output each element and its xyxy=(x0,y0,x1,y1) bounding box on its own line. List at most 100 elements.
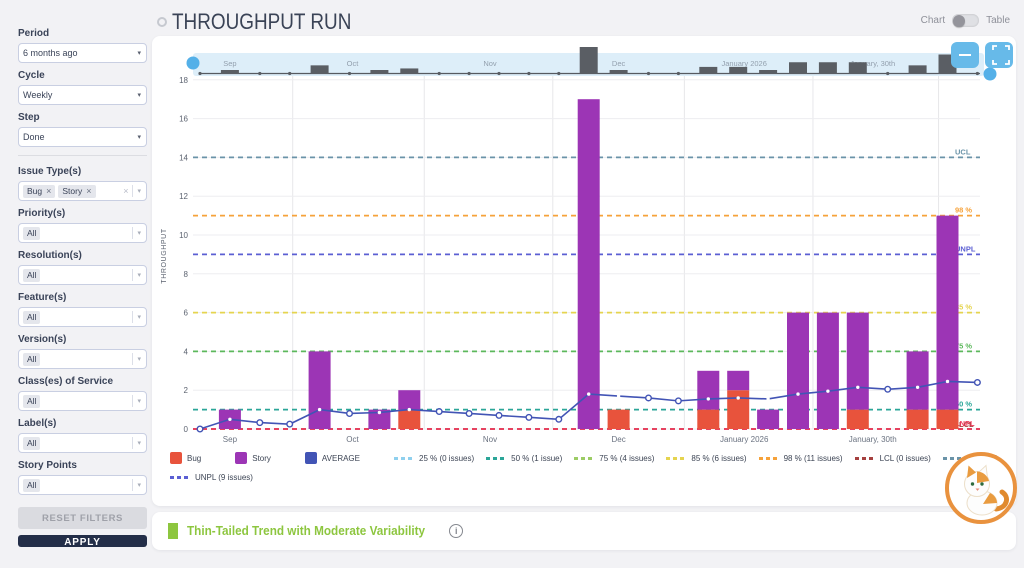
info-icon[interactable]: i xyxy=(449,524,463,538)
average-point[interactable] xyxy=(197,426,203,432)
filter-tag[interactable]: All xyxy=(23,395,40,408)
filter-multiselect[interactable]: All ▾ xyxy=(18,391,147,411)
filter-multiselect[interactable]: All ▾ xyxy=(18,433,147,453)
multiselect-controls: ▾ xyxy=(132,227,141,239)
average-point[interactable] xyxy=(856,386,859,389)
legend-item-98[interactable]: 98 % (11 issues) xyxy=(759,454,843,463)
chevron-down-icon[interactable]: ▾ xyxy=(137,439,141,447)
brush-month-label: Nov xyxy=(483,59,497,68)
legend-item-unpl[interactable]: UNPL (9 issues) xyxy=(170,473,253,482)
average-point[interactable] xyxy=(408,408,411,411)
filter-multiselect[interactable]: All ▾ xyxy=(18,223,147,243)
average-point[interactable] xyxy=(707,397,710,400)
filter-multiselect[interactable]: All ▾ xyxy=(18,349,147,369)
bar-story[interactable] xyxy=(697,371,719,410)
chart-toggle-label[interactable]: Chart xyxy=(921,15,945,26)
average-point[interactable] xyxy=(796,392,799,395)
table-toggle-label[interactable]: Table xyxy=(986,15,1010,26)
bar-bug[interactable] xyxy=(937,410,959,429)
chevron-down-icon[interactable]: ▾ xyxy=(137,355,141,363)
filter-tag[interactable]: Bug× xyxy=(23,185,55,198)
legend-item-85[interactable]: 85 % (6 issues) xyxy=(666,454,746,463)
filter-tag[interactable]: All xyxy=(23,437,40,450)
filter-multiselect[interactable]: Bug×Story××▾ xyxy=(18,181,147,201)
bar-story[interactable] xyxy=(847,313,869,410)
legend-item-bug[interactable]: Bug xyxy=(170,452,201,464)
filter-multiselect[interactable]: All ▾ xyxy=(18,307,147,327)
bar-story[interactable] xyxy=(309,351,331,429)
bar-story[interactable] xyxy=(757,410,779,429)
average-point[interactable] xyxy=(436,409,442,415)
average-point[interactable] xyxy=(676,398,682,404)
bar-bug[interactable] xyxy=(608,410,630,429)
chart-table-toggle[interactable] xyxy=(952,14,979,27)
remove-tag-icon[interactable]: × xyxy=(46,187,51,195)
toggle-knob-icon xyxy=(953,15,965,27)
average-point[interactable] xyxy=(646,395,652,401)
average-point[interactable] xyxy=(318,408,321,411)
apply-button[interactable]: APPLY xyxy=(18,535,147,547)
legend-item-story[interactable]: Story xyxy=(235,452,271,464)
average-point[interactable] xyxy=(916,386,919,389)
filter-tag[interactable]: All xyxy=(23,353,40,366)
reset-filters-button[interactable]: RESET FILTERS xyxy=(18,507,147,529)
legend-item-lcl[interactable]: LCL (0 issues) xyxy=(855,454,931,463)
average-point[interactable] xyxy=(228,418,231,421)
bar-bug[interactable] xyxy=(697,410,719,429)
bar-story[interactable] xyxy=(398,390,420,409)
x-axis-month-label: January, 30th xyxy=(849,435,897,444)
average-point[interactable] xyxy=(946,380,949,383)
chevron-down-icon[interactable]: ▾ xyxy=(137,271,141,279)
average-point[interactable] xyxy=(587,392,590,395)
remove-tag-icon[interactable]: × xyxy=(86,187,91,195)
legend-item-25[interactable]: 25 % (0 issues) xyxy=(394,454,474,463)
chevron-down-icon[interactable]: ▾ xyxy=(137,397,141,405)
chevron-down-icon[interactable]: ▾ xyxy=(137,187,141,195)
legend-item-50[interactable]: 50 % (1 issue) xyxy=(486,454,562,463)
chevron-down-icon[interactable]: ▾ xyxy=(137,313,141,321)
bar-story[interactable] xyxy=(578,99,600,429)
average-point[interactable] xyxy=(766,397,769,400)
average-point[interactable] xyxy=(526,415,532,421)
average-point[interactable] xyxy=(885,386,891,392)
filter-tag[interactable]: All xyxy=(23,269,40,282)
filter-multiselect[interactable]: All ▾ xyxy=(18,265,147,285)
cat-avatar[interactable] xyxy=(944,451,1018,525)
bar-bug[interactable] xyxy=(907,410,929,429)
brush-handle-right[interactable] xyxy=(984,68,997,81)
filter-tag[interactable]: All xyxy=(23,479,40,492)
bar-story[interactable] xyxy=(817,313,839,429)
bar-bug[interactable] xyxy=(398,410,420,429)
average-point[interactable] xyxy=(257,420,263,426)
filter-label: Period xyxy=(18,28,147,39)
average-point[interactable] xyxy=(826,389,829,392)
average-point[interactable] xyxy=(975,380,981,386)
average-point[interactable] xyxy=(496,413,502,419)
brush-handle-left[interactable] xyxy=(187,57,200,70)
clear-all-icon[interactable]: × xyxy=(123,186,128,196)
average-point[interactable] xyxy=(287,421,293,427)
bar-story[interactable] xyxy=(787,313,809,429)
average-point[interactable] xyxy=(466,411,472,417)
bar-story[interactable] xyxy=(727,371,749,390)
bar-bug[interactable] xyxy=(727,390,749,429)
filter-select[interactable]: 6 months ago▾ xyxy=(18,43,147,63)
legend-item-75[interactable]: 75 % (4 issues) xyxy=(574,454,654,463)
average-point[interactable] xyxy=(556,417,562,423)
filter-tag[interactable]: All xyxy=(23,227,40,240)
filter-select[interactable]: Done▾ xyxy=(18,127,147,147)
filter-tag[interactable]: All xyxy=(23,311,40,324)
average-point[interactable] xyxy=(617,394,620,397)
bar-story[interactable] xyxy=(907,351,929,409)
chevron-down-icon[interactable]: ▾ xyxy=(137,481,141,489)
average-point[interactable] xyxy=(378,411,381,414)
bar-bug[interactable] xyxy=(847,410,869,429)
average-point[interactable] xyxy=(347,411,353,417)
chevron-down-icon[interactable]: ▾ xyxy=(137,229,141,237)
legend-item-average[interactable]: AVERAGE xyxy=(305,452,360,464)
filter-select[interactable]: Weekly▾ xyxy=(18,85,147,105)
average-point[interactable] xyxy=(737,396,740,399)
filter-multiselect[interactable]: All ▾ xyxy=(18,475,147,495)
filter-tag[interactable]: Story× xyxy=(58,185,95,198)
reference-line-label: 98 % xyxy=(955,206,972,215)
